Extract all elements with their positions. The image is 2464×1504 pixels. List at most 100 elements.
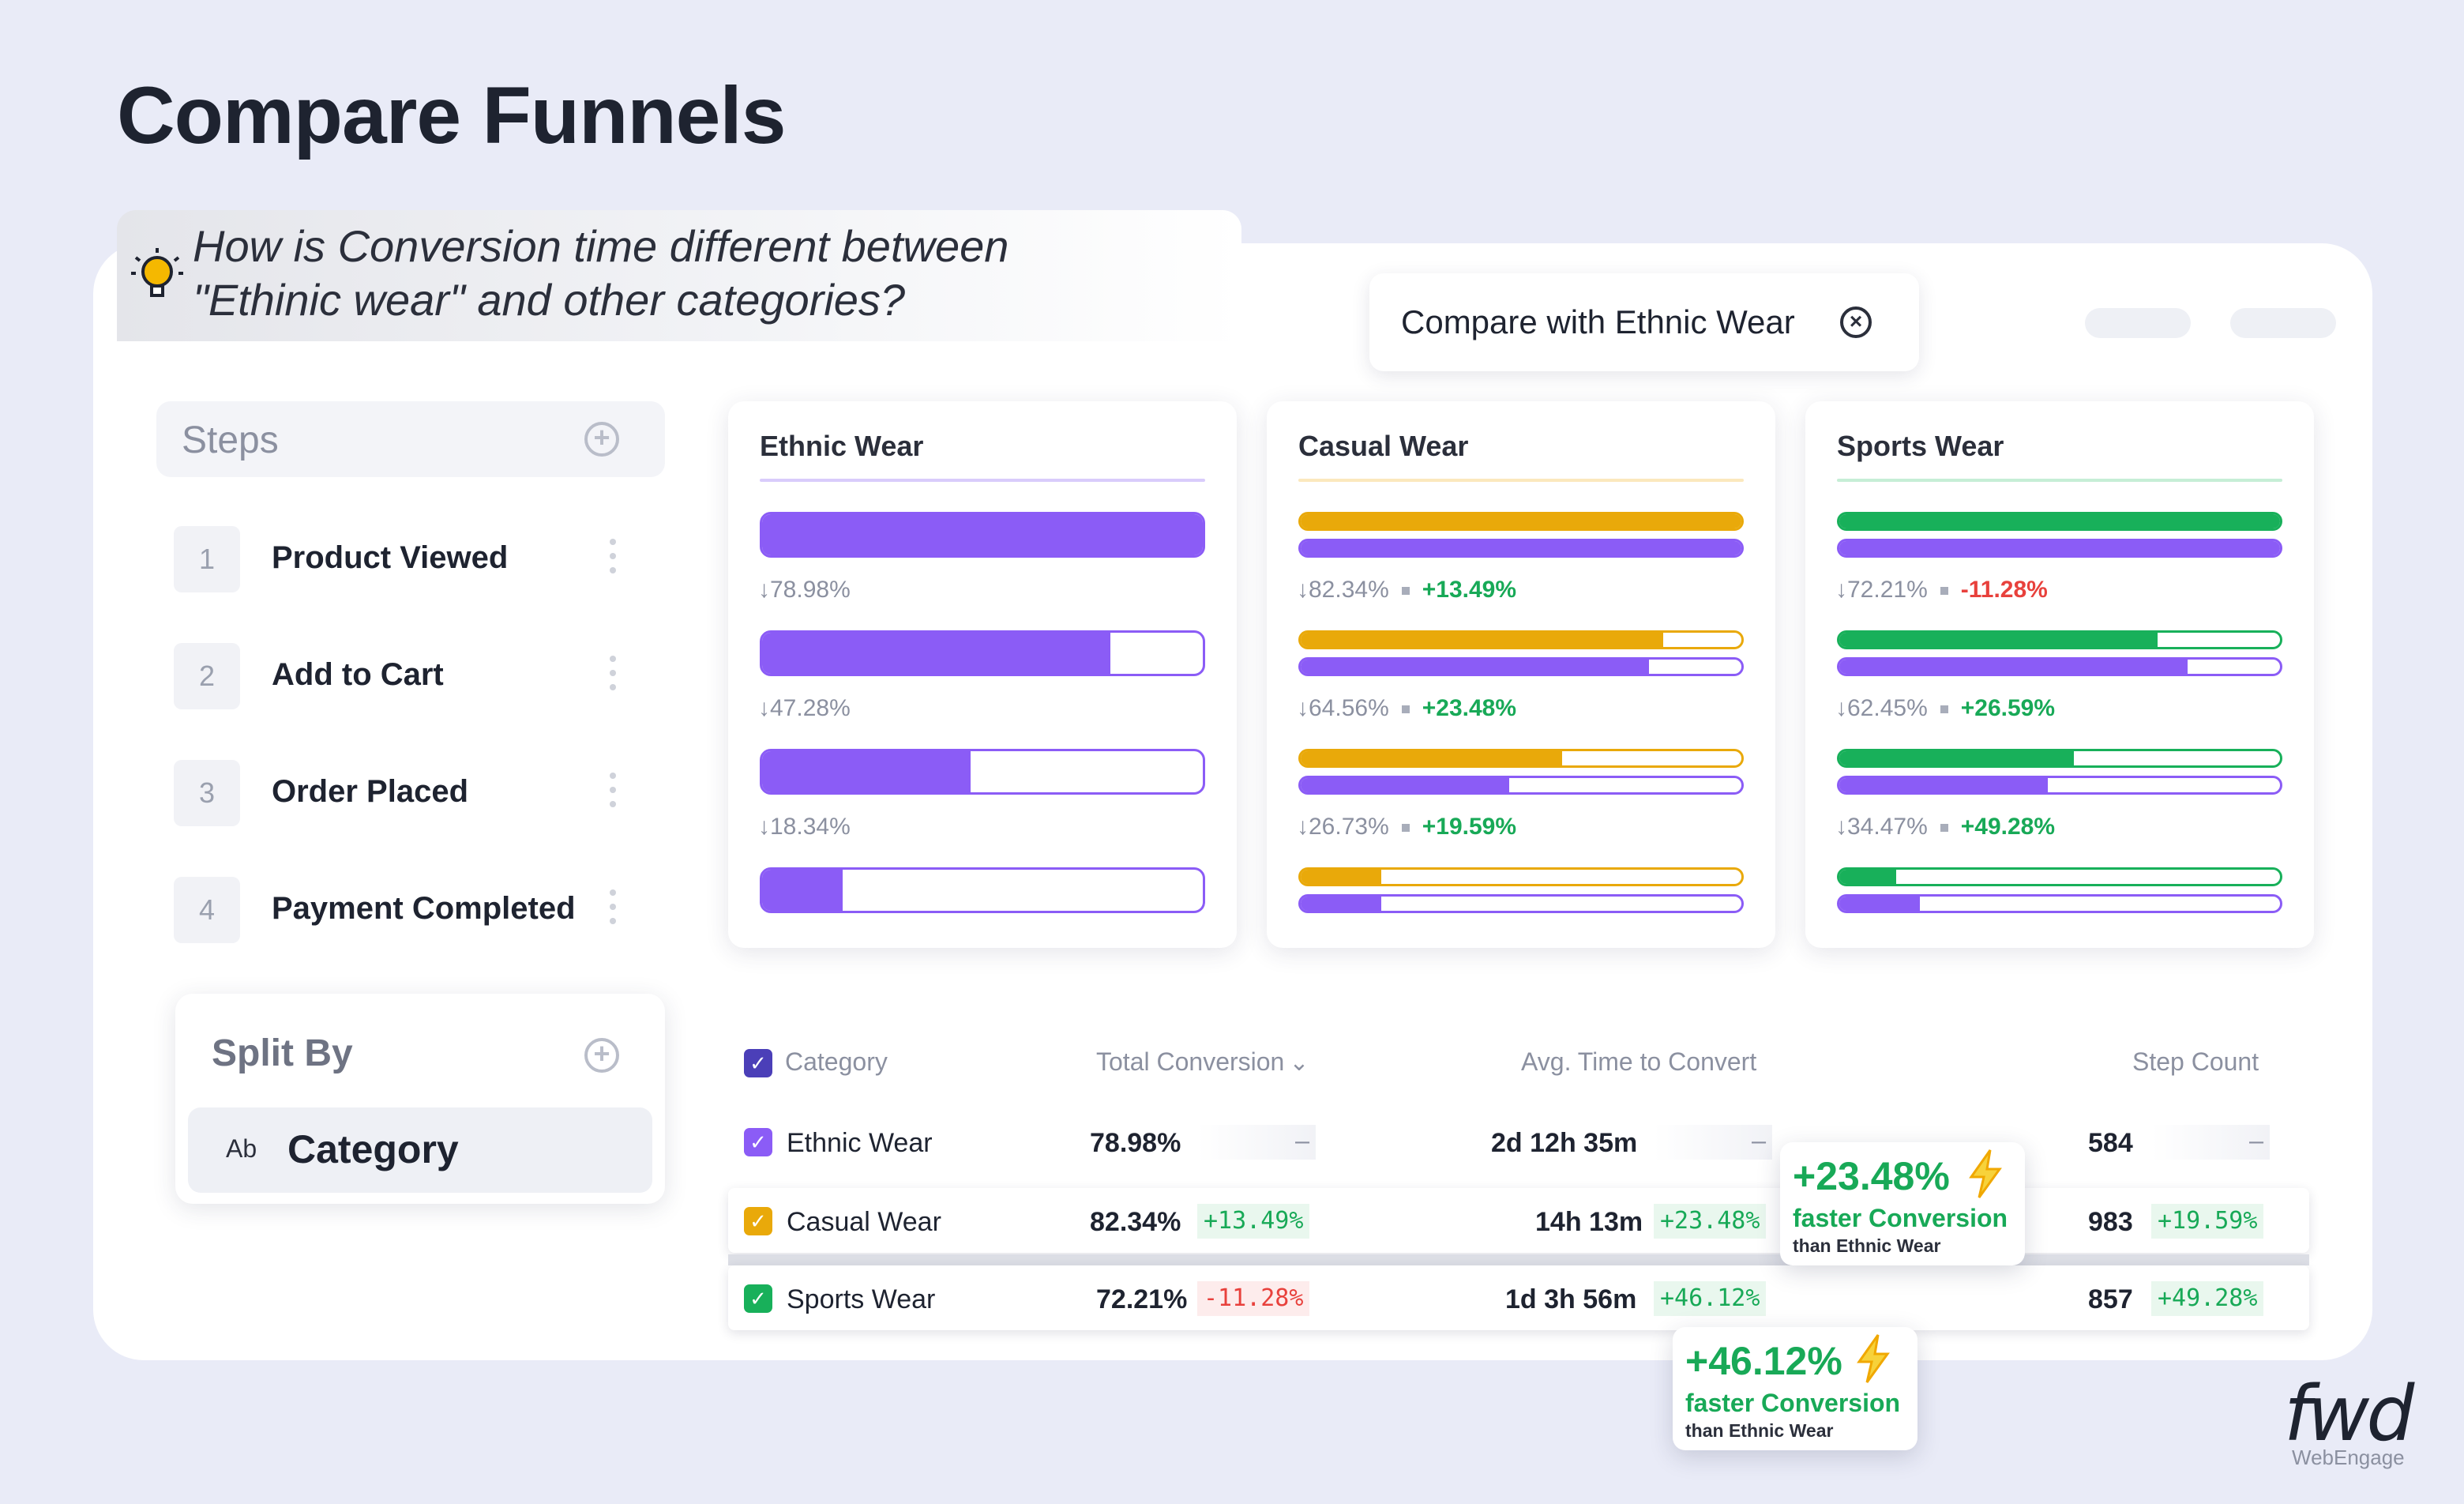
step-item[interactable]: 3 Order Placed bbox=[174, 760, 648, 826]
funnel-bar-baseline bbox=[1298, 894, 1744, 913]
placeholder-pill[interactable] bbox=[2230, 308, 2336, 338]
delta-badge: +13.49% bbox=[1197, 1204, 1310, 1239]
drop-rate: ↓62.45% +26.59% bbox=[1835, 695, 2056, 721]
funnel-card-title: Sports Wear bbox=[1837, 430, 2004, 462]
row-checkbox[interactable]: ✓ bbox=[744, 1284, 772, 1313]
table-row-highlight bbox=[728, 1188, 2309, 1253]
avg-time-cell: 2d 12h 35m bbox=[1491, 1128, 1638, 1158]
callout-line-2: than Ethnic Wear bbox=[1793, 1235, 1941, 1256]
delta-value: +19.59% bbox=[1422, 814, 1517, 840]
page-title: Compare Funnels bbox=[117, 70, 786, 160]
category-cell: Ethnic Wear bbox=[787, 1128, 933, 1158]
funnel-bar-casual bbox=[1298, 512, 1744, 531]
question-text: How is Conversion time different between… bbox=[193, 220, 1009, 327]
split-by-card: Split By + Ab Category bbox=[175, 994, 665, 1204]
lightbulb-icon bbox=[131, 248, 183, 297]
table-row-highlight bbox=[728, 1265, 2309, 1330]
question-line-1: How is Conversion time different between bbox=[193, 221, 1009, 271]
delta-placeholder: – bbox=[1197, 1125, 1316, 1160]
add-step-icon[interactable]: + bbox=[584, 422, 619, 457]
funnel-bar-sports bbox=[1837, 749, 2282, 768]
step-count-cell: 584 bbox=[2088, 1128, 2133, 1158]
delta-badge: +23.48% bbox=[1654, 1204, 1767, 1239]
avg-time-cell: 14h 13m bbox=[1535, 1207, 1643, 1237]
funnel-card-title: Casual Wear bbox=[1298, 430, 1469, 462]
delta-badge: +49.28% bbox=[2151, 1281, 2264, 1316]
funnel-bar-sports bbox=[1837, 867, 2282, 886]
step-label: Product Viewed bbox=[272, 540, 509, 575]
step-item[interactable]: 4 Payment Completed bbox=[174, 877, 648, 943]
step-number: 2 bbox=[174, 643, 240, 709]
step-count-cell: 857 bbox=[2088, 1284, 2133, 1314]
category-cell: Casual Wear bbox=[787, 1207, 941, 1237]
drop-rate: ↓64.56% +23.48% bbox=[1297, 695, 1517, 721]
delta-value: -11.28% bbox=[1960, 577, 2048, 603]
callout-sports: +46.12% faster Conversion than Ethnic We… bbox=[1673, 1327, 1917, 1450]
callout-casual: +23.48% faster Conversion than Ethnic We… bbox=[1780, 1142, 2025, 1265]
callout-value: +46.12% bbox=[1685, 1339, 1842, 1383]
split-field-label: Category bbox=[287, 1127, 459, 1171]
funnel-card-title: Ethnic Wear bbox=[760, 430, 924, 462]
more-vertical-icon[interactable] bbox=[610, 656, 618, 697]
callout-line-2: than Ethnic Wear bbox=[1685, 1420, 1834, 1441]
column-header-step-count[interactable]: Step Count bbox=[2132, 1047, 2259, 1076]
funnel-bar-casual bbox=[1298, 630, 1744, 649]
drop-rate: ↓72.21% -11.28% bbox=[1835, 577, 2048, 603]
split-by-title: Split By bbox=[212, 1032, 353, 1074]
funnel-bar-baseline bbox=[1298, 776, 1744, 795]
funnel-bar-casual bbox=[1298, 867, 1744, 886]
step-number: 1 bbox=[174, 526, 240, 592]
compare-chip-label: Compare with Ethnic Wear bbox=[1401, 303, 1795, 340]
more-vertical-icon[interactable] bbox=[610, 773, 618, 814]
more-vertical-icon[interactable] bbox=[610, 889, 618, 931]
compare-chip[interactable]: Compare with Ethnic Wear × bbox=[1369, 273, 1919, 371]
total-conversion-cell: 72.21% bbox=[1096, 1284, 1188, 1314]
chevron-down-icon: ⌄ bbox=[1289, 1050, 1309, 1076]
step-count-cell: 983 bbox=[2088, 1207, 2133, 1237]
drop-rate: ↓78.98% bbox=[758, 577, 851, 603]
funnel-bar-sports bbox=[1837, 630, 2282, 649]
delta-badge: -11.28% bbox=[1197, 1281, 1310, 1316]
drop-rate: ↓47.28% bbox=[758, 695, 851, 721]
step-number: 3 bbox=[174, 760, 240, 826]
steps-title: Steps bbox=[182, 419, 279, 461]
step-item[interactable]: 1 Product Viewed bbox=[174, 526, 648, 592]
step-label: Add to Cart bbox=[272, 657, 444, 692]
funnel-card-ethnic: Ethnic Wear ↓78.98% ↓47.28% ↓18.34% bbox=[728, 401, 1237, 948]
fwd-wordmark: fwd bbox=[2284, 1370, 2414, 1458]
callout-line-1: faster Conversion bbox=[1793, 1204, 2008, 1232]
row-checkbox[interactable]: ✓ bbox=[744, 1128, 772, 1156]
funnel-bar bbox=[760, 867, 1205, 913]
delta-placeholder: – bbox=[2151, 1125, 2270, 1160]
step-item[interactable]: 2 Add to Cart bbox=[174, 643, 648, 709]
select-all-checkbox[interactable]: ✓ bbox=[744, 1049, 772, 1077]
column-header-total-conversion[interactable]: Total Conversion ⌄ bbox=[1096, 1047, 1309, 1076]
drop-rate: ↓26.73% +19.59% bbox=[1297, 814, 1517, 840]
close-circle-icon[interactable]: × bbox=[1840, 306, 1872, 338]
funnel-bar bbox=[760, 512, 1205, 558]
step-label: Order Placed bbox=[272, 774, 469, 809]
delta-value: +49.28% bbox=[1960, 814, 2056, 840]
column-header-avg-time[interactable]: Avg. Time to Convert bbox=[1521, 1047, 1757, 1076]
delta-value: +26.59% bbox=[1960, 695, 2056, 721]
split-field-category[interactable]: Ab Category bbox=[188, 1107, 652, 1193]
callout-line-1: faster Conversion bbox=[1685, 1389, 1901, 1417]
add-split-icon[interactable]: + bbox=[584, 1038, 619, 1073]
column-header-category[interactable]: Category bbox=[785, 1047, 888, 1076]
drop-rate: ↓18.34% bbox=[758, 814, 851, 840]
row-checkbox[interactable]: ✓ bbox=[744, 1207, 772, 1235]
delta-badge: +19.59% bbox=[2151, 1204, 2264, 1239]
funnel-bar-baseline bbox=[1837, 657, 2282, 676]
drop-rate: ↓34.47% +49.28% bbox=[1835, 814, 2056, 840]
step-label: Payment Completed bbox=[272, 891, 576, 926]
placeholder-pill[interactable] bbox=[2085, 308, 2191, 338]
category-cell: Sports Wear bbox=[787, 1284, 936, 1314]
lightning-icon bbox=[1969, 1149, 2002, 1198]
funnel-bar bbox=[760, 630, 1205, 676]
title-underline bbox=[760, 479, 1205, 482]
more-vertical-icon[interactable] bbox=[610, 539, 618, 580]
title-underline bbox=[1837, 479, 2282, 482]
funnel-card-sports: Sports Wear ↓72.21% -11.28% ↓62.45% +26.59… bbox=[1805, 401, 2314, 948]
funnel-bar-casual bbox=[1298, 749, 1744, 768]
delta-placeholder: – bbox=[1654, 1125, 1772, 1160]
